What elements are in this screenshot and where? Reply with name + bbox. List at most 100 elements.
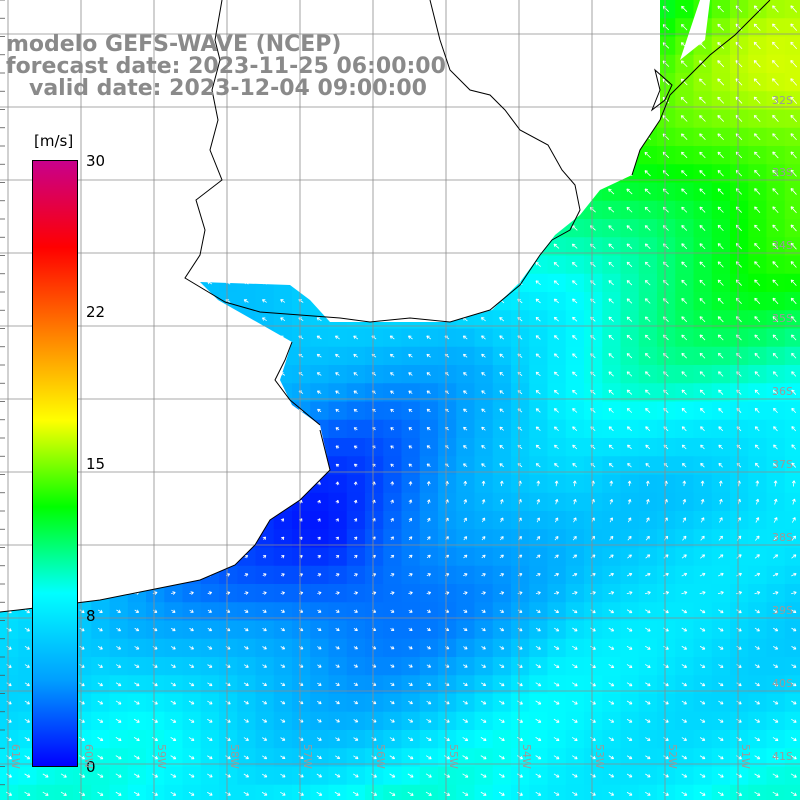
wind-arrow xyxy=(645,755,651,760)
wind-arrow xyxy=(699,243,706,250)
wind-arrow xyxy=(773,498,778,505)
wind-cell xyxy=(638,584,658,603)
wind-cell xyxy=(748,529,768,549)
wind-arrow xyxy=(24,609,30,614)
wind-arrow xyxy=(608,664,615,668)
wind-arrow xyxy=(280,737,286,741)
wind-arrow xyxy=(772,188,779,195)
wind-arrow xyxy=(608,755,615,760)
wind-arrow xyxy=(644,170,651,177)
wind-arrow xyxy=(681,298,688,304)
wind-cell xyxy=(419,547,439,567)
wind-arrow xyxy=(462,682,468,686)
wind-arrow xyxy=(553,389,559,395)
wind-cell xyxy=(419,529,439,549)
wind-cell xyxy=(182,584,202,603)
wind-arrow xyxy=(316,791,323,796)
wind-cell xyxy=(511,547,530,567)
wind-arrow xyxy=(280,773,286,778)
wind-cell xyxy=(200,784,220,800)
wind-arrow xyxy=(608,298,614,304)
wind-arrow xyxy=(553,444,559,450)
wind-arrow xyxy=(97,609,103,613)
wind-arrow xyxy=(207,773,213,778)
wind-arrow xyxy=(663,718,669,723)
wind-arrow xyxy=(317,555,321,559)
wind-arrow xyxy=(170,646,176,650)
wind-cell xyxy=(584,584,603,603)
wind-arrow xyxy=(317,499,321,504)
wind-arrow xyxy=(481,335,486,340)
wind-cell xyxy=(784,492,800,512)
wind-cell xyxy=(91,784,111,800)
wind-arrow xyxy=(535,627,541,632)
wind-arrow xyxy=(353,682,359,686)
wind-arrow xyxy=(680,23,688,31)
wind-cell xyxy=(438,511,457,530)
wind-arrow xyxy=(426,682,432,686)
wind-cell xyxy=(456,492,476,512)
wind-arrow xyxy=(573,517,577,523)
wind-cell xyxy=(602,565,622,585)
wind-cell xyxy=(419,565,439,585)
wind-arrow xyxy=(754,334,760,341)
wind-cell xyxy=(748,784,768,800)
wind-cell xyxy=(511,474,530,494)
wind-cell xyxy=(456,565,476,585)
wind-arrow xyxy=(499,371,504,376)
wind-cell xyxy=(784,346,800,366)
wind-cell xyxy=(675,784,695,800)
wind-arrow xyxy=(390,700,395,705)
wind-arrow xyxy=(152,591,158,595)
wind-arrow xyxy=(353,700,359,705)
wind-cell xyxy=(711,584,731,603)
wind-arrow xyxy=(608,609,615,614)
wind-arrow xyxy=(426,372,431,376)
wind-arrow xyxy=(97,718,104,723)
wind-arrow xyxy=(608,316,614,322)
wind-arrow xyxy=(390,372,395,376)
wind-arrow xyxy=(133,791,140,796)
wind-arrow xyxy=(316,317,322,322)
wind-cell xyxy=(748,547,768,567)
wind-arrow xyxy=(681,225,688,231)
wind-arrow xyxy=(645,627,651,632)
wind-arrow xyxy=(408,353,413,358)
wind-arrow xyxy=(225,682,231,687)
wind-arrow xyxy=(753,96,761,104)
wind-arrow xyxy=(680,60,688,68)
wind-arrow xyxy=(718,462,723,468)
lon-label: 58W xyxy=(228,744,241,769)
wind-cell xyxy=(784,237,800,257)
wind-arrow xyxy=(535,591,541,595)
wind-arrow xyxy=(335,353,340,358)
wind-arrow xyxy=(754,279,761,286)
wind-arrow xyxy=(499,554,504,559)
wind-arrow xyxy=(481,627,486,632)
wind-arrow xyxy=(718,627,724,632)
wind-cell xyxy=(711,492,731,512)
wind-cell xyxy=(620,565,640,585)
wind-cell xyxy=(638,529,658,549)
wind-arrow xyxy=(754,444,760,450)
wind-arrow xyxy=(736,718,742,723)
wind-cell xyxy=(511,529,530,549)
wind-arrow xyxy=(699,389,706,395)
wind-cell xyxy=(584,492,603,512)
wind-arrow xyxy=(115,737,122,742)
wind-cell xyxy=(401,784,421,800)
wind-arrow xyxy=(536,480,541,487)
wind-arrow xyxy=(754,646,760,650)
wind-cell xyxy=(784,109,800,129)
wind-cell xyxy=(565,511,585,530)
wind-arrow xyxy=(790,279,797,286)
lon-label: 56W xyxy=(374,744,387,769)
wind-arrow xyxy=(335,554,340,559)
wind-arrow xyxy=(699,261,706,268)
wind-arrow xyxy=(97,646,103,650)
wind-arrow xyxy=(426,353,431,358)
wind-arrow xyxy=(553,645,560,650)
wind-arrow xyxy=(754,206,761,213)
wind-arrow xyxy=(353,427,358,431)
wind-arrow xyxy=(626,261,633,268)
